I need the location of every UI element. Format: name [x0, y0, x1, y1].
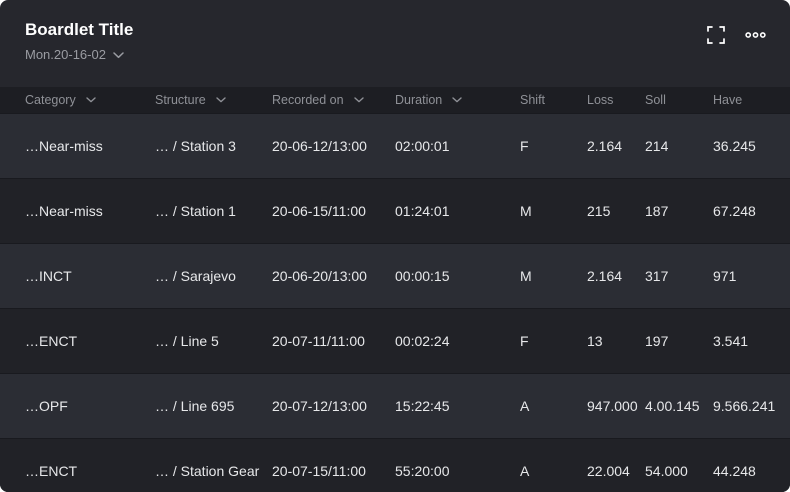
table-cell: … / Station 1 — [155, 203, 236, 219]
table-cell: 4.00.145 — [645, 398, 700, 414]
table-cell: 215 — [587, 203, 611, 219]
table-cell: 187 — [645, 203, 669, 219]
column-header-loss: Loss — [587, 93, 645, 107]
table-row[interactable]: …OPF … / Line 695 20-07-12/13:00 15:22:45 A 9… — [0, 373, 790, 438]
ellipsis-icon — [745, 32, 766, 38]
table-cell: 02:00:01 — [395, 138, 450, 154]
column-header-category[interactable]: Category — [25, 93, 155, 107]
table-cell: 20-07-15/11:00 — [272, 463, 366, 479]
table-cell: …Near-miss — [25, 203, 103, 219]
table-cell: F — [520, 138, 529, 154]
table-cell: A — [520, 463, 530, 479]
table-cell: …INCT — [25, 268, 72, 284]
column-label: Soll — [645, 93, 666, 107]
table-cell: 01:24:01 — [395, 203, 450, 219]
column-label: Loss — [587, 93, 614, 107]
table-cell: 20-06-12/13:00 — [272, 138, 367, 154]
table-cell: M — [520, 268, 532, 284]
table-cell: …OPF — [25, 398, 68, 414]
table-cell: 44.248 — [713, 463, 756, 479]
table-cell: 20-06-15/11:00 — [272, 203, 366, 219]
column-label: Duration — [395, 93, 443, 107]
table-header-row: Category Structure Recorded on Duration Shif… — [0, 87, 790, 113]
table-row[interactable]: …ENCT … / Line 5 20-07-11/11:00 00:02:24 F 13… — [0, 308, 790, 373]
table-cell: 971 — [713, 268, 737, 284]
table-cell: 947.000 — [587, 398, 638, 414]
table-cell: 317 — [645, 268, 669, 284]
table-row[interactable]: …ENCT … / Station Gear 20-07-15/11:00 55:20… — [0, 438, 790, 492]
sort-chevron-icon — [216, 97, 226, 103]
table-cell: 22.004 — [587, 463, 630, 479]
table-cell: 2.164 — [587, 268, 623, 284]
table-cell: 197 — [645, 333, 669, 349]
table-cell: 2.164 — [587, 138, 623, 154]
table-cell: 20-07-11/11:00 — [272, 333, 365, 349]
table-row[interactable]: …Near-miss … / Station 3 20-06-12/13:00 02:… — [0, 113, 790, 178]
table-cell: M — [520, 203, 532, 219]
column-header-shift: Shift — [520, 93, 587, 107]
sort-chevron-icon — [86, 97, 96, 103]
column-header-recorded-on[interactable]: Recorded on — [272, 93, 395, 107]
column-label: Shift — [520, 93, 546, 107]
table-cell: …ENCT — [25, 463, 78, 479]
table-cell: 54.000 — [645, 463, 688, 479]
table-row[interactable]: …INCT … / Sarajevo 20-06-20/13:00 00:00:15 M… — [0, 243, 790, 308]
card-actions — [705, 24, 768, 46]
table-cell: … / Line 695 — [155, 398, 235, 414]
table-cell: 00:02:24 — [395, 333, 450, 349]
date-selector-label: Mon.20-16-02 — [25, 47, 106, 62]
table-cell: …ENCT — [25, 333, 78, 349]
table-cell: 00:00:15 — [395, 268, 450, 284]
fullscreen-icon — [707, 26, 725, 44]
table-cell: …Near-miss — [25, 138, 103, 154]
table-cell: A — [520, 398, 530, 414]
column-header-soll: Soll — [645, 93, 713, 107]
table-cell: 13 — [587, 333, 603, 349]
table-cell: 15:22:45 — [395, 398, 450, 414]
table-cell: … / Line 5 — [155, 333, 219, 349]
page-title: Boardlet Title — [25, 20, 134, 39]
column-label: Structure — [155, 93, 206, 107]
table-cell: F — [520, 333, 529, 349]
table-cell: 9.566.241 — [713, 398, 776, 414]
sort-chevron-icon — [452, 97, 462, 103]
table-cell: 214 — [645, 138, 669, 154]
table-cell: 20-06-20/13:00 — [272, 268, 367, 284]
column-label: Recorded on — [272, 93, 344, 107]
table-cell: 3.541 — [713, 333, 749, 349]
column-label: Category — [25, 93, 76, 107]
table-cell: … / Station 3 — [155, 138, 236, 154]
date-selector[interactable]: Mon.20-16-02 — [25, 47, 124, 62]
table-cell: … / Sarajevo — [155, 268, 236, 284]
table-cell: … / Station Gear — [155, 463, 260, 479]
card-titles: Boardlet Title Mon.20-16-02 — [25, 20, 133, 64]
table-body: …Near-miss … / Station 3 20-06-12/13:00 02:… — [0, 113, 790, 492]
sort-chevron-icon — [353, 97, 364, 103]
column-header-have: Have — [713, 93, 790, 107]
column-label: Have — [713, 93, 743, 107]
table-cell: 55:20:00 — [395, 463, 450, 479]
column-header-duration[interactable]: Duration — [395, 93, 520, 107]
table-cell: 67.248 — [713, 203, 756, 219]
fullscreen-button[interactable] — [705, 24, 727, 46]
table-cell: 20-07-12/13:00 — [272, 398, 367, 414]
more-options-button[interactable] — [743, 29, 768, 41]
table-cell: 36.245 — [713, 138, 756, 154]
table-row[interactable]: …Near-miss … / Station 1 20-06-15/11:00 01:… — [0, 178, 790, 243]
column-header-structure[interactable]: Structure — [155, 93, 272, 107]
chevron-down-icon — [113, 51, 124, 58]
card-header: Boardlet Title Mon.20-16-02 — [0, 0, 790, 87]
